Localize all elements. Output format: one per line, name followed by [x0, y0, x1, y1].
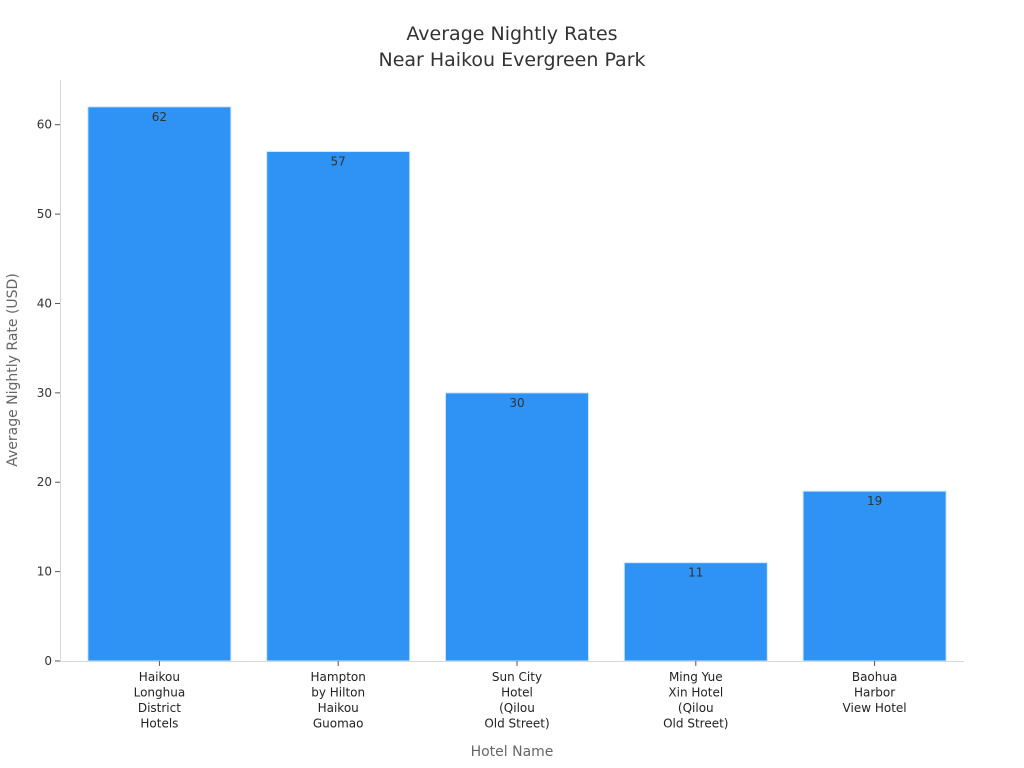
- bar-value-label: 30: [509, 396, 524, 410]
- data-labels: 62 57 30 11 19: [152, 110, 882, 580]
- y-tick-label: 0: [44, 654, 52, 668]
- x-tick-label: Baohua Harbor View Hotel: [843, 670, 907, 715]
- x-tick-label: Ming Yue Xin Hotel (Qilou Old Street): [663, 670, 728, 731]
- bar-value-label: 57: [331, 155, 346, 169]
- chart-title-line-2: Near Haikou Evergreen Park: [378, 49, 645, 71]
- x-tick-label: Sun City Hotel (Qilou Old Street): [484, 670, 549, 731]
- chart-title-line-1: Average Nightly Rates: [406, 23, 617, 45]
- y-tick-label: 60: [37, 118, 52, 132]
- bar: [623, 562, 768, 662]
- x-tick-label: Hampton by Hilton Haikou Guomao: [311, 670, 366, 731]
- y-axis-title: Average Nightly Rate (USD): [5, 273, 21, 467]
- y-tick-label: 30: [37, 386, 52, 400]
- bar-value-label: 62: [152, 110, 167, 124]
- y-tick-label: 50: [37, 207, 52, 221]
- x-tick-label: Haikou Longhua District Hotels: [134, 670, 186, 731]
- y-tick-label: 20: [37, 475, 52, 489]
- y-tick-label: 40: [37, 296, 52, 310]
- bar: [266, 151, 411, 662]
- bar-value-label: 19: [867, 494, 882, 508]
- bar: [802, 490, 947, 662]
- bar-value-label: 11: [688, 566, 703, 580]
- y-tick-label: 10: [37, 565, 52, 579]
- x-axis-title: Hotel Name: [471, 744, 554, 760]
- y-axis-ticks: 0 10 20 30 40 50 60: [37, 118, 60, 668]
- x-axis-category-labels: Haikou Longhua District Hotels Hampton by Hil…: [134, 661, 907, 731]
- bar: [87, 106, 232, 662]
- bar-series: [87, 106, 947, 662]
- bar: [444, 392, 590, 662]
